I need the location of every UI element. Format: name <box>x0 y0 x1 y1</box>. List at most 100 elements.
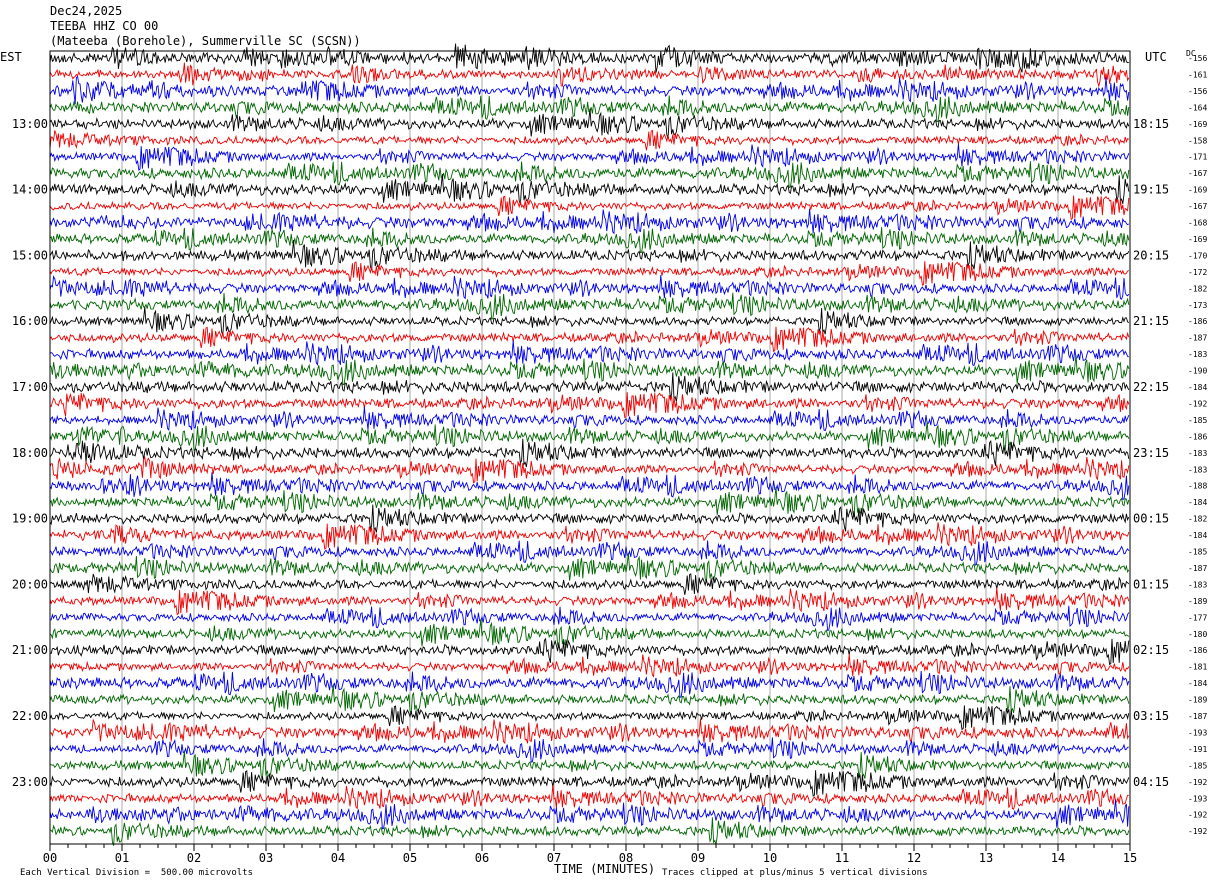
trace-line <box>49 718 1130 745</box>
station-code: TEEBA HHZ CO 00 <box>50 19 159 33</box>
trace-line <box>49 355 1130 386</box>
dc-offset-label: -193 <box>1188 794 1207 803</box>
trace-line <box>49 372 1130 402</box>
left-hour-label: 22:00 <box>12 709 48 723</box>
right-hour-label: 18:15 <box>1133 117 1169 131</box>
trace-line <box>49 421 1130 451</box>
dc-offset-label: -173 <box>1188 301 1207 310</box>
dc-offset-label: -182 <box>1188 515 1207 524</box>
trace-line <box>49 750 1130 780</box>
trace-line <box>49 129 1130 151</box>
left-hour-label: 16:00 <box>12 314 48 328</box>
right-hour-label: 20:15 <box>1133 248 1169 262</box>
trace-line <box>49 161 1130 188</box>
x-tick-label: 00 <box>43 851 57 865</box>
dc-offset-label: -172 <box>1188 268 1207 277</box>
dc-offset-label: -186 <box>1188 317 1207 326</box>
left-timezone-label: EST <box>0 50 22 64</box>
dc-offset-header: DC <box>1186 49 1196 58</box>
dc-offset-label: -180 <box>1188 630 1207 639</box>
left-hour-label: 23:00 <box>12 775 48 789</box>
trace-line <box>49 195 1130 221</box>
trace-line <box>49 785 1129 810</box>
x-tick-label: 15 <box>1123 851 1137 865</box>
dc-offset-label: -184 <box>1188 679 1207 688</box>
trace-line <box>49 472 1130 500</box>
trace-line <box>49 552 1130 583</box>
x-tick-label: 11 <box>835 851 849 865</box>
trace-line <box>49 817 1130 846</box>
trace-line <box>49 540 1130 566</box>
right-hour-label: 23:15 <box>1133 446 1169 460</box>
trace-line <box>49 670 1130 698</box>
dc-offset-label: -184 <box>1188 498 1207 507</box>
x-tick-label: 03 <box>259 851 273 865</box>
dc-offset-label: -185 <box>1188 548 1207 557</box>
dc-offset-label: -186 <box>1188 432 1207 441</box>
dc-offset-label: -189 <box>1188 696 1207 705</box>
trace-line <box>49 522 1130 550</box>
dc-offset-label: -192 <box>1188 778 1207 787</box>
dc-offset-label: -187 <box>1188 564 1207 573</box>
dc-offset-label: -183 <box>1188 449 1207 458</box>
dc-offset-label: -182 <box>1188 284 1207 293</box>
dc-offset-label: -171 <box>1188 153 1207 162</box>
x-axis-title: TIME (MINUTES) <box>554 862 656 876</box>
x-tick-label: 04 <box>331 851 345 865</box>
dc-offset-label: -169 <box>1188 235 1207 244</box>
seismic-traces <box>49 43 1130 846</box>
dc-offset-label: -192 <box>1188 399 1207 408</box>
trace-line <box>49 208 1130 235</box>
plot-frame <box>49 50 1131 845</box>
dc-offset-label: -156 <box>1188 54 1207 63</box>
x-tick-label: 01 <box>115 851 129 865</box>
x-tick-label: 10 <box>763 851 777 865</box>
x-tick-label: 12 <box>907 851 921 865</box>
trace-line <box>49 504 1130 533</box>
trace-line <box>49 406 1130 432</box>
right-hour-label: 22:15 <box>1133 380 1169 394</box>
left-hour-label: 14:00 <box>12 183 48 197</box>
station-location: (Mateeba (Borehole), Summerville SC (SCS… <box>50 34 361 48</box>
right-hour-label: 00:15 <box>1133 512 1169 526</box>
dc-offset-label: -156 <box>1188 87 1207 96</box>
right-hour-label: 04:15 <box>1133 775 1169 789</box>
left-hour-label: 17:00 <box>12 380 48 394</box>
left-hour-label: 13:00 <box>12 117 48 131</box>
trace-line <box>49 438 1130 468</box>
trace-line <box>49 737 1129 763</box>
right-timezone-label: UTC <box>1145 50 1167 64</box>
dc-offset-label: -167 <box>1188 202 1207 211</box>
dc-offset-label: -184 <box>1188 383 1207 392</box>
right-hour-label: 01:15 <box>1133 577 1169 591</box>
trace-line <box>49 486 1130 518</box>
trace-line <box>49 455 1130 484</box>
trace-line <box>49 43 1129 73</box>
dc-offset-label: -170 <box>1188 251 1207 260</box>
dc-offset-label: -169 <box>1188 186 1207 195</box>
x-tick-label: 06 <box>475 851 489 865</box>
right-hour-label: 19:15 <box>1133 183 1169 197</box>
trace-line <box>49 227 1130 254</box>
right-hour-label: 03:15 <box>1133 709 1169 723</box>
dc-offset-label: -187 <box>1188 334 1207 343</box>
trace-line <box>49 653 1130 678</box>
axis-labels: 00 01 02 03 04 05 06 07 08 09 10 11 12 13 14 15 -156 -161… <box>12 54 1208 865</box>
x-tick-label: 02 <box>187 851 201 865</box>
x-axis-ticks <box>49 844 1131 851</box>
dc-offset-label: -164 <box>1188 103 1207 112</box>
trace-line <box>49 637 1130 666</box>
trace-line <box>49 239 1130 271</box>
plot-date: Dec24,2025 <box>50 4 123 18</box>
left-hour-label: 19:00 <box>12 512 48 526</box>
trace-line <box>49 326 1130 353</box>
x-tick-label: 08 <box>619 851 633 865</box>
trace-line <box>49 292 1130 320</box>
dc-offset-label: -193 <box>1188 728 1207 737</box>
trace-line <box>49 684 1130 715</box>
x-tick-label: 14 <box>1051 851 1065 865</box>
dc-offset-label: -185 <box>1188 761 1207 770</box>
left-hour-label: 15:00 <box>12 248 48 262</box>
trace-line <box>49 605 1130 632</box>
